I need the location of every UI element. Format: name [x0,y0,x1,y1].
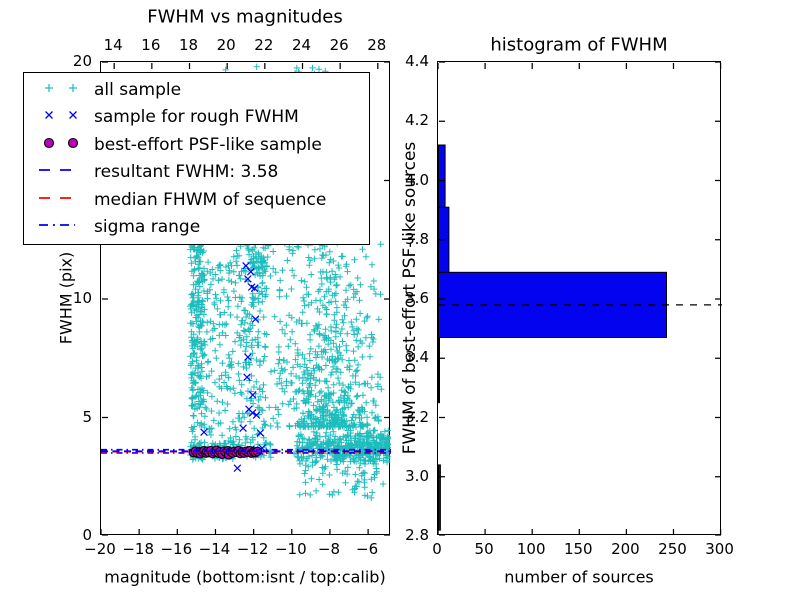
right-y-tick-label: 2.8 [405,526,429,544]
legend-item-2: best-effort PSF-like sample [24,131,369,158]
legend: all sample sample for rough FWHM best-effo… [23,72,370,245]
left-y-tick-label: 0 [82,526,92,544]
legend-item-5: sigma range [24,214,369,241]
legend-item-1: sample for rough FWHM [24,104,369,131]
left-y-tick-label: 20 [72,52,92,70]
histogram-bar [438,144,446,208]
left-y-tick-label: 5 [82,407,92,426]
histogram-bar [438,337,440,404]
left-x-tick-label: −8 [317,540,340,558]
right-x-tick-label: 150 [563,540,593,558]
right-y-tick-label: 4.2 [405,111,429,130]
right-y-tick-label: 3.2 [405,407,429,426]
right-x-tick-label: 200 [611,540,640,558]
right-y-tick-label: 3.0 [405,466,429,485]
legend-circle-marker-icon [36,134,84,156]
right-x-tick-label: 250 [658,540,687,558]
legend-dash-marker-icon [36,189,84,211]
histogram-bar [438,464,441,531]
histogram-axes [437,61,722,536]
left-x-tick-label: −12 [236,540,269,558]
left-y-tick-label: 10 [72,289,92,307]
left-plot-title: FWHM vs magnitudes [147,6,343,28]
right-plot-xlabel: number of sources [504,567,654,587]
right-x-tick-label: 0 [432,540,442,558]
right-x-tick-label: 100 [516,540,546,558]
left-x-tick-label: −20 [84,540,116,558]
left-top-x-tick-label: 28 [367,36,387,54]
right-plot-title: histogram of FWHM [490,34,668,56]
left-top-x-tick-label: 18 [178,36,199,54]
legend-item-4: median FHWM of sequence [24,186,369,213]
right-y-tick-label: 3.4 [405,348,429,367]
left-x-tick-label: −16 [160,540,193,558]
left-plot-xlabel: magnitude (bottom:isnt / top:calib) [104,567,386,587]
left-top-x-tick-label: 16 [141,36,161,54]
right-y-tick-label: 3.8 [405,229,429,248]
left-x-tick-label: −10 [274,540,307,558]
legend-dash-marker-icon [36,161,84,183]
legend-item-label: all sample [94,79,182,100]
left-x-tick-label: −14 [198,540,231,558]
left-top-x-tick-label: 14 [103,36,123,54]
left-top-x-tick-label: 22 [254,36,274,54]
legend-cross-marker-icon [36,106,84,128]
left-top-x-tick-label: 26 [329,36,349,54]
right-y-tick-label: 4.0 [405,170,429,189]
legend-item-label: best-effort PSF-like sample [94,134,322,155]
legend-item-label: sigma range [94,217,201,238]
right-y-tick-label: 3.6 [405,289,429,307]
left-top-x-tick-label: 20 [216,36,236,54]
legend-plus-marker-icon [36,79,84,101]
left-x-tick-label: −6 [356,540,379,558]
legend-item-label: sample for rough FWHM [94,107,299,128]
left-top-x-tick-label: 24 [291,36,312,54]
right-x-tick-label: 50 [474,540,494,558]
legend-item-0: all sample [24,76,369,103]
right-x-tick-label: 300 [705,540,734,558]
left-x-tick-label: −18 [122,540,154,558]
legend-item-label: resultant FWHM: 3.58 [94,162,279,183]
legend-item-3: resultant FWHM: 3.58 [24,159,369,186]
legend-dashdot-marker-icon [36,216,84,238]
right-y-tick-label: 4.4 [405,52,429,70]
legend-item-label: median FHWM of sequence [94,189,327,210]
